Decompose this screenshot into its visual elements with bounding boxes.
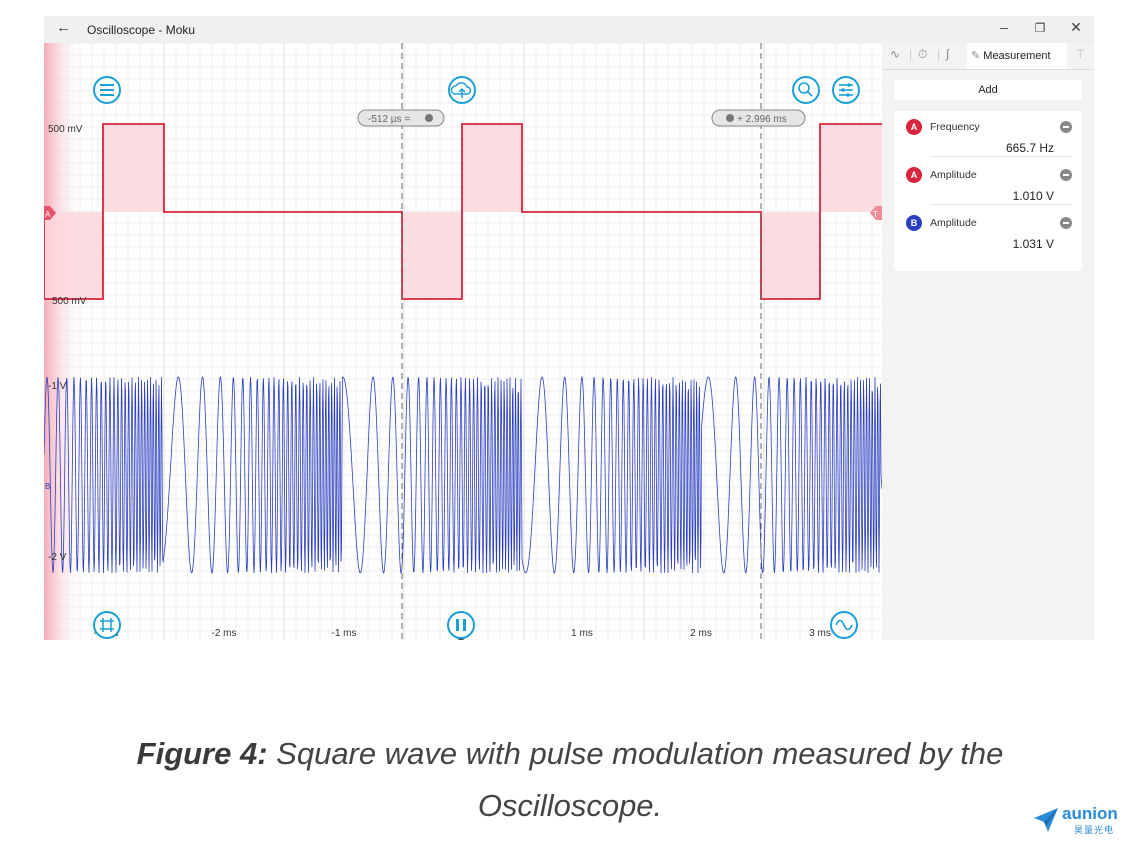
pulse-fill [402, 212, 462, 299]
timer-tab-icon[interactable]: ⏱ [918, 47, 928, 61]
measurement-panel: ∿ | ⏱ | ∫ ✎ Measurement ⊤ Add A Frequenc… [882, 43, 1094, 640]
pencil-icon: ✎ [971, 50, 981, 62]
svg-text:T: T [873, 210, 878, 219]
channel-badge: A [906, 119, 922, 135]
add-measurement-button[interactable]: Add [894, 80, 1082, 100]
cursor-label-right[interactable]: + 2.996 ms [711, 109, 806, 127]
time-tick-label: 2 ms [690, 628, 712, 639]
paper-plane-icon [1034, 808, 1058, 832]
probe-tab-icon[interactable]: ⊤ [1075, 47, 1086, 61]
measurement-row[interactable]: A Amplitude 1.010 V [894, 159, 1082, 205]
tab-divider: | [937, 47, 941, 61]
restore-icon[interactable]: ❐ [1034, 21, 1046, 35]
measurement-row[interactable]: A Frequency 665.7 Hz [894, 111, 1082, 157]
y-label-b-bottom: -2 V [48, 552, 67, 563]
back-arrow-icon[interactable]: ← [56, 19, 71, 36]
channel-badge: B [906, 215, 922, 231]
waveform-icon[interactable] [830, 611, 858, 639]
measurement-row[interactable]: B Amplitude 1.031 V [894, 207, 1082, 253]
figure-label: Figure 4: [136, 736, 268, 771]
pulse-fill [44, 212, 103, 299]
measurement-list: A Frequency 665.7 Hz A Amplitude 1.010 V… [894, 111, 1082, 271]
logo-brand: aunion [1062, 804, 1118, 823]
aunion-logo: aunion 昊量光电 [1032, 804, 1132, 838]
pulse-fill [761, 212, 820, 299]
panel-tabs: ∿ | ⏱ | ∫ ✎ Measurement ⊤ [882, 43, 1094, 70]
remove-measurement-icon[interactable] [1060, 217, 1072, 229]
title-bar: ← Oscilloscope - Moku – ❐ ✕ [44, 16, 1094, 43]
row-divider [930, 156, 1072, 157]
trigger-tab-icon[interactable]: ∫ [946, 47, 950, 61]
channel-badge: A [906, 167, 922, 183]
logo-subtitle: 昊量光电 [1074, 825, 1115, 835]
close-icon[interactable]: ✕ [1070, 19, 1082, 35]
pause-icon[interactable] [447, 611, 475, 639]
sliders-icon[interactable] [832, 76, 860, 104]
time-tick-label: 3 ms [809, 628, 831, 639]
svg-text:A: A [45, 210, 51, 219]
waveform-tab-icon[interactable]: ∿ [890, 47, 901, 61]
caption-text: Square wave with pulse modulation measur… [267, 736, 1004, 771]
square-wave-fill [44, 124, 882, 299]
channel-b-trace [44, 375, 882, 575]
oscilloscope-window: ← Oscilloscope - Moku – ❐ ✕ 500 mV 500 m… [44, 16, 1094, 640]
figure-caption-line1: Figure 4: Square wave with pulse modulat… [0, 736, 1140, 772]
svg-text:-512 µs =: -512 µs = [368, 114, 410, 125]
y-label-b-top: -1 V [48, 381, 67, 392]
window-title: Oscilloscope - Moku [87, 23, 196, 37]
svg-text:+ 2.996 ms: + 2.996 ms [737, 114, 787, 125]
y-label-a-bottom: 500 mV [52, 296, 87, 307]
row-divider [930, 204, 1072, 205]
measurement-name: Amplitude [930, 169, 977, 181]
remove-measurement-icon[interactable] [1060, 169, 1072, 181]
plot-canvas[interactable]: 500 mV 500 mV -1 V -2 V A B T -512 µs = [44, 43, 882, 640]
pulse-fill [820, 124, 882, 212]
measurement-value: 1.010 V [1012, 189, 1054, 203]
tab-measurement[interactable]: ✎ Measurement [967, 43, 1067, 69]
time-tick-label: 1 ms [571, 628, 593, 639]
tab-measurement-label: Measurement [983, 50, 1051, 62]
remove-measurement-icon[interactable] [1060, 121, 1072, 133]
y-label-a-top: 500 mV [48, 124, 83, 135]
measurement-value: 1.031 V [1012, 237, 1054, 251]
menu-icon[interactable] [93, 76, 121, 104]
minimize-icon[interactable]: – [1000, 19, 1008, 35]
channel-b-marker[interactable]: B [45, 482, 50, 491]
measurement-name: Amplitude [930, 217, 977, 229]
cloud-upload-icon[interactable] [448, 76, 476, 104]
oscilloscope-plot[interactable]: 500 mV 500 mV -1 V -2 V A B T -512 µs = [44, 43, 882, 640]
zoom-icon[interactable] [792, 76, 820, 104]
measurement-name: Frequency [930, 121, 980, 133]
trigger-marker[interactable]: T [870, 206, 882, 220]
measurement-value: 665.7 Hz [1005, 141, 1054, 155]
cursor-lines [401, 43, 762, 640]
grid-icon[interactable] [93, 611, 121, 639]
figure-caption-line2: Oscilloscope. [477, 788, 663, 823]
channel-a-trace [44, 123, 882, 300]
time-tick-label: -1 ms [332, 628, 357, 639]
time-tick-label: -2 ms [212, 628, 237, 639]
channel-a-marker[interactable]: A [44, 206, 56, 220]
pulse-fill [462, 124, 522, 212]
cursor-label-left[interactable]: -512 µs = [357, 109, 445, 127]
tab-divider: | [909, 47, 913, 61]
pulse-fill [103, 124, 164, 212]
